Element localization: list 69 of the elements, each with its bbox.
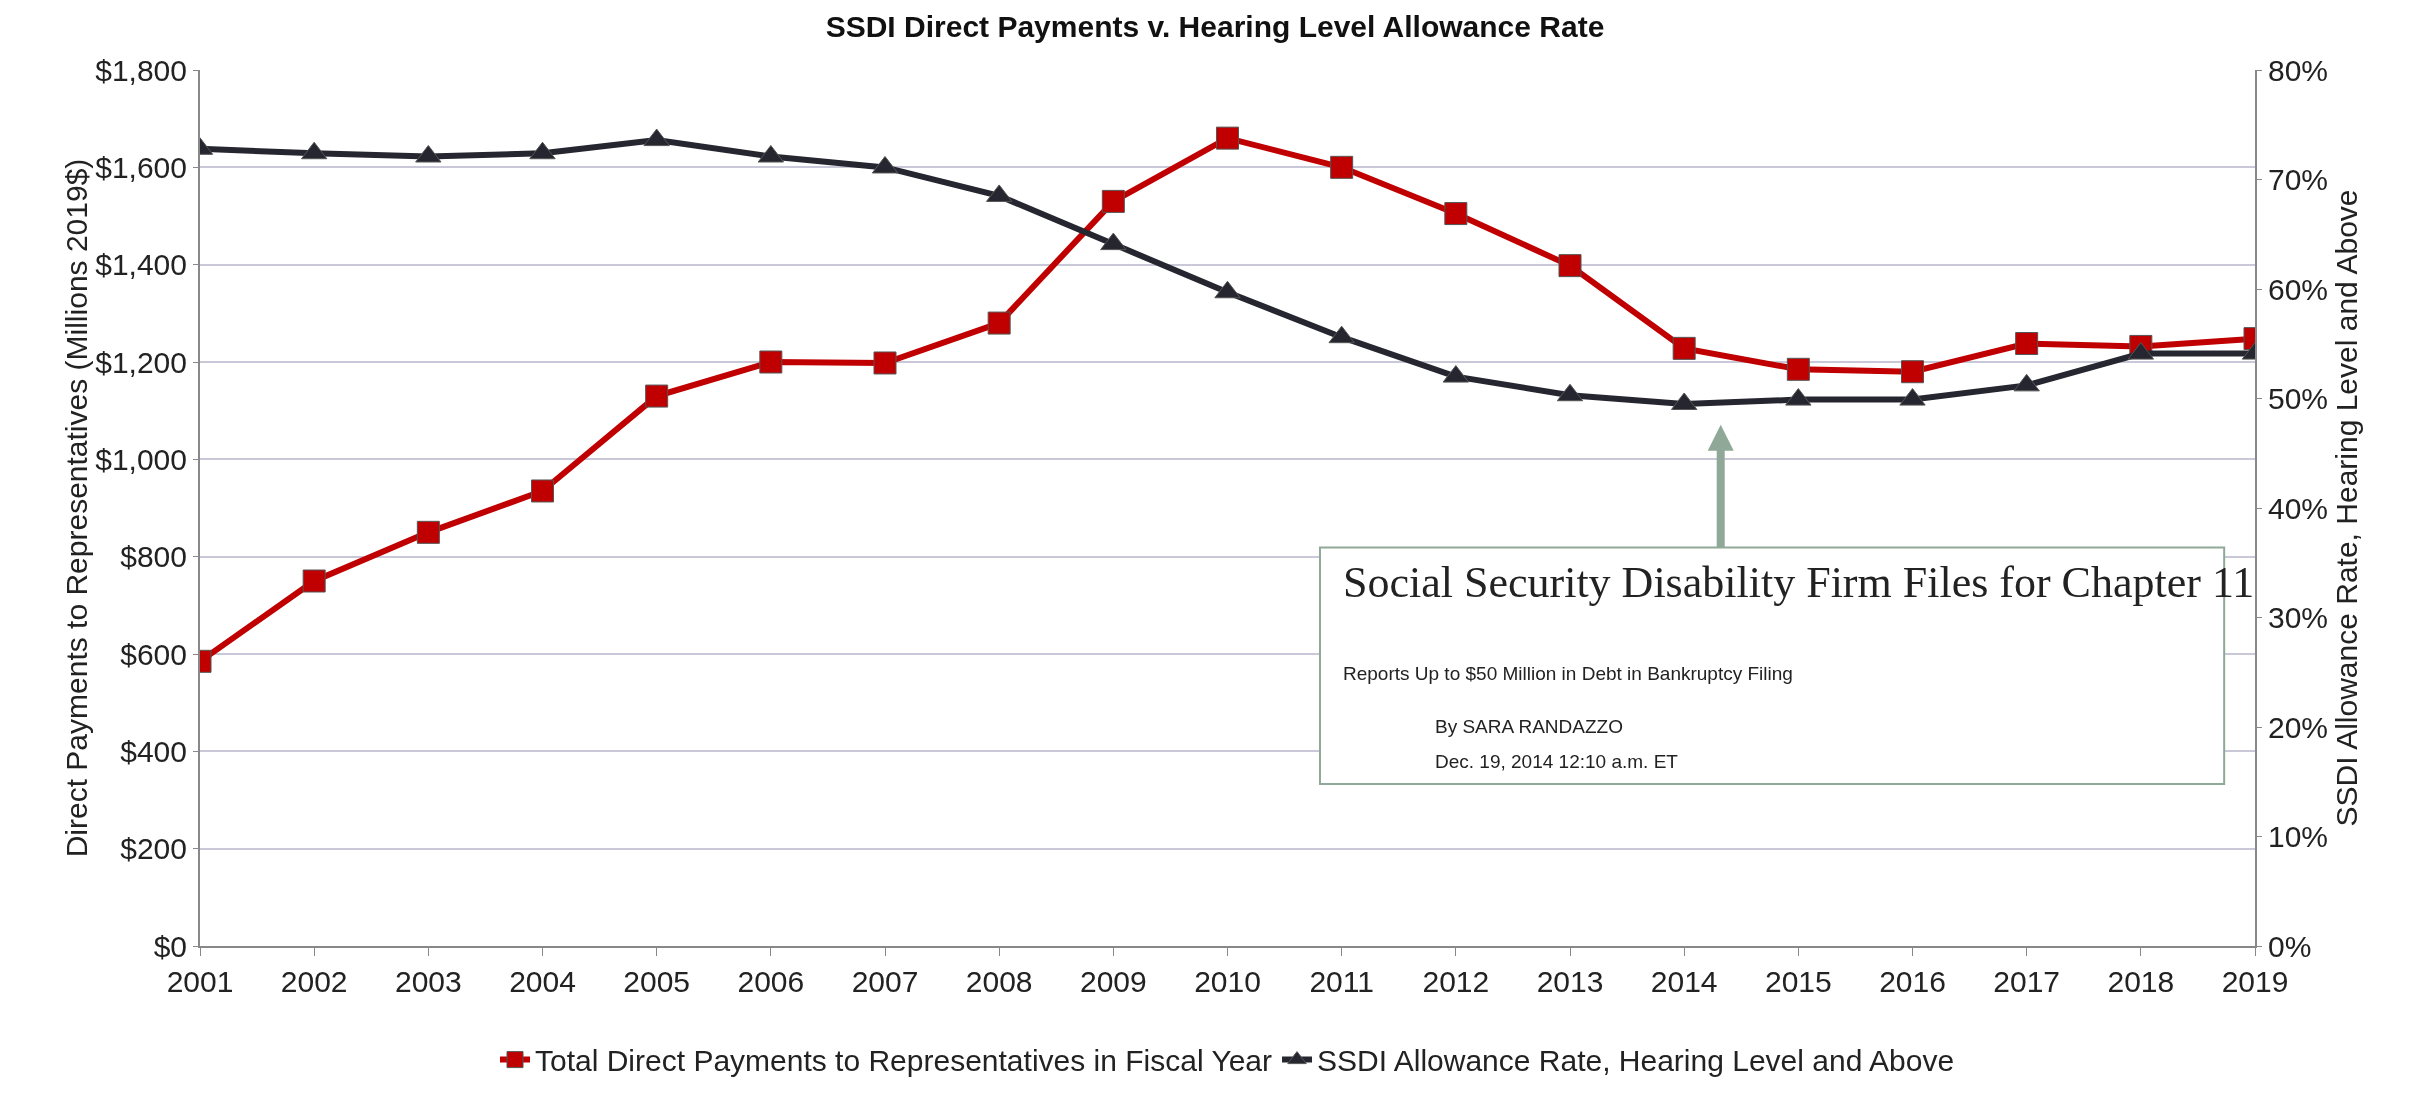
- x-tick-label: 2003: [394, 965, 462, 998]
- point: [1214, 280, 1241, 299]
- y-tick-label: $200: [120, 832, 187, 866]
- y-tick-label: $1,200: [95, 345, 187, 379]
- y2-axis-title: SSDI Allowance Rate, Hearing Level and Above: [2330, 189, 2364, 827]
- x-tick-label: 2019: [2221, 965, 2289, 998]
- y2-tick-label: 50%: [2268, 382, 2329, 415]
- annotation: Social Security Disability Firm Files for Chapter 11: [1343, 558, 2255, 607]
- y-tick-label: $1,400: [95, 248, 187, 282]
- point: [1444, 202, 1468, 226]
- point: [1901, 360, 1924, 384]
- legend-label: SSDI Allowance Rate, Hearing Level and Above: [1317, 1044, 1955, 1078]
- point: [645, 384, 669, 408]
- point: [643, 128, 670, 147]
- y-tick-label: $800: [120, 540, 187, 574]
- y-tick-label: $1,000: [95, 442, 187, 476]
- point: [2015, 332, 2039, 356]
- point: [1330, 155, 1354, 179]
- x-tick-label: 2012: [1422, 965, 1490, 998]
- point: [873, 351, 897, 375]
- point: [1101, 189, 1125, 213]
- y2-tick-label: 20%: [2268, 710, 2329, 744]
- point: [759, 350, 783, 374]
- point: [416, 520, 440, 544]
- point: [1786, 357, 1810, 381]
- x-tick-label: 2013: [1536, 965, 1604, 998]
- y2-tick-label: 10%: [2268, 820, 2329, 853]
- y-tick-label: $0: [153, 929, 187, 963]
- x-tick-label: 2009: [1079, 965, 1147, 998]
- point: [302, 569, 326, 593]
- x-tick-label: 2015: [1764, 965, 1832, 998]
- point: [531, 479, 554, 503]
- y2-tick-label: 80%: [2268, 53, 2329, 87]
- y-tick-label: $1,800: [95, 53, 187, 87]
- point: [529, 141, 556, 160]
- y2-tick-label: 60%: [2268, 272, 2329, 306]
- legend-label: Total Direct Payments to Representatives in Fiscal Year: [535, 1044, 1273, 1078]
- point: [1328, 325, 1355, 344]
- x-tick-label: 2006: [737, 965, 805, 998]
- annotation: By SARA RANDAZZO: [1435, 716, 1623, 737]
- y2-tick-label: 0%: [2268, 929, 2312, 963]
- x-tick-label: 2001: [166, 965, 234, 998]
- x-tick-label: 2007: [851, 965, 919, 998]
- y-axis-title: Direct Payments to Representatives (Millions 2019$): [60, 158, 94, 858]
- point: [1216, 126, 1239, 150]
- x-tick-label: 2014: [1650, 965, 1718, 998]
- point: [1558, 254, 1582, 278]
- y-tick-label: $600: [120, 637, 187, 671]
- x-tick-label: 2018: [2107, 965, 2175, 998]
- x-tick-label: 2004: [509, 965, 576, 998]
- y2-tick-label: 40%: [2268, 491, 2329, 525]
- annotation: Dec. 19, 2014 12:10 a.m. ET: [1435, 751, 1679, 772]
- chart-title: SSDI Direct Payments v. Hearing Level Allowance Rate: [825, 10, 1605, 44]
- point: [987, 311, 1011, 335]
- y-tick-label: $1,600: [95, 150, 187, 184]
- x-tick-label: 2002: [280, 965, 348, 998]
- y-tick-label: $400: [120, 734, 187, 768]
- point: [1672, 336, 1696, 360]
- y2-tick-label: 70%: [2268, 163, 2329, 196]
- x-tick-label: 2008: [965, 965, 1033, 998]
- x-tick-label: 2005: [623, 965, 691, 998]
- x-tick-label: 2011: [1309, 965, 1374, 998]
- x-tick-label: 2016: [1879, 965, 1946, 998]
- x-tick-label: 2010: [1194, 965, 1261, 998]
- y2-tick-label: 30%: [2268, 601, 2329, 634]
- x-tick-label: 2017: [1993, 965, 2061, 998]
- point: [1100, 232, 1127, 251]
- point: [2013, 373, 2040, 392]
- annotation: Reports Up to $50 Million in Debt in Bankruptcy Filing: [1343, 663, 1793, 684]
